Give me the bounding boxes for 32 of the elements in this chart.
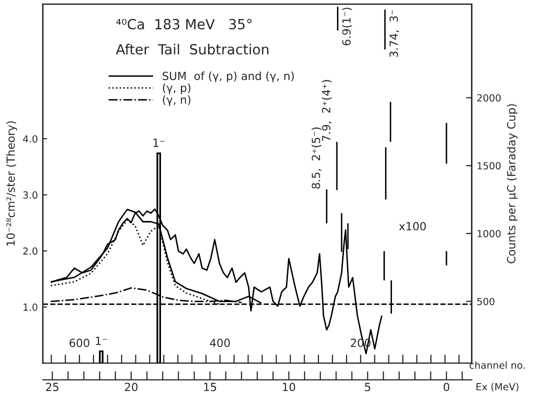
y-axis-title: 10⁻²⁸cm²/ster (Theory) <box>6 121 17 246</box>
series-label: 1⁻ <box>154 138 164 147</box>
x-tick-label: 15 <box>204 382 216 392</box>
y-tick-label: 2.0 <box>23 247 38 255</box>
y2-axis-title: Counts per μC (Faraday Cup) <box>506 104 518 264</box>
y-tick-label: 4.0 <box>23 135 38 143</box>
legend-label: (γ, p) <box>162 83 190 94</box>
legend-label: SUM of (γ, p) and (γ, n) <box>162 72 294 82</box>
annotation: x100 <box>399 222 426 230</box>
x-tick-label: 25 <box>46 382 58 392</box>
x2-tick-label: 400 <box>210 338 230 348</box>
text: 6.9(1⁻) <box>342 8 352 46</box>
x-tick-label: 10 <box>282 382 296 392</box>
text: ⁴⁰Ca 183 MeV 35° <box>116 18 252 30</box>
text: 7.9, 2⁺(4⁺) <box>322 80 332 141</box>
x2-axis-title: channel no. <box>470 361 525 369</box>
x-tick-label: 20 <box>124 382 138 392</box>
text: 3.74, 3⁻ <box>390 10 400 57</box>
x-tick-label: 0 <box>444 382 450 392</box>
series-label: 1⁻ <box>96 336 107 345</box>
x2-tick-label: 600 <box>70 338 90 348</box>
y2-tick-label: 2000 <box>477 94 501 102</box>
y2-tick-label: 500 <box>477 298 494 306</box>
y-tick-label: 1.0 <box>24 304 38 311</box>
y-tick-label: 3.0 <box>23 191 38 199</box>
legend-label: (γ, n) <box>162 95 190 106</box>
x-axis-title: Ex (MeV) <box>476 382 518 392</box>
x-tick-label: 5 <box>364 382 370 392</box>
text: After Tail Subtraction <box>116 44 268 55</box>
y2-tick-label: 1000 <box>478 230 501 238</box>
text: 8.5, 2⁺(5⁻) <box>312 128 322 189</box>
y2-tick-label: 1500 <box>478 162 501 170</box>
